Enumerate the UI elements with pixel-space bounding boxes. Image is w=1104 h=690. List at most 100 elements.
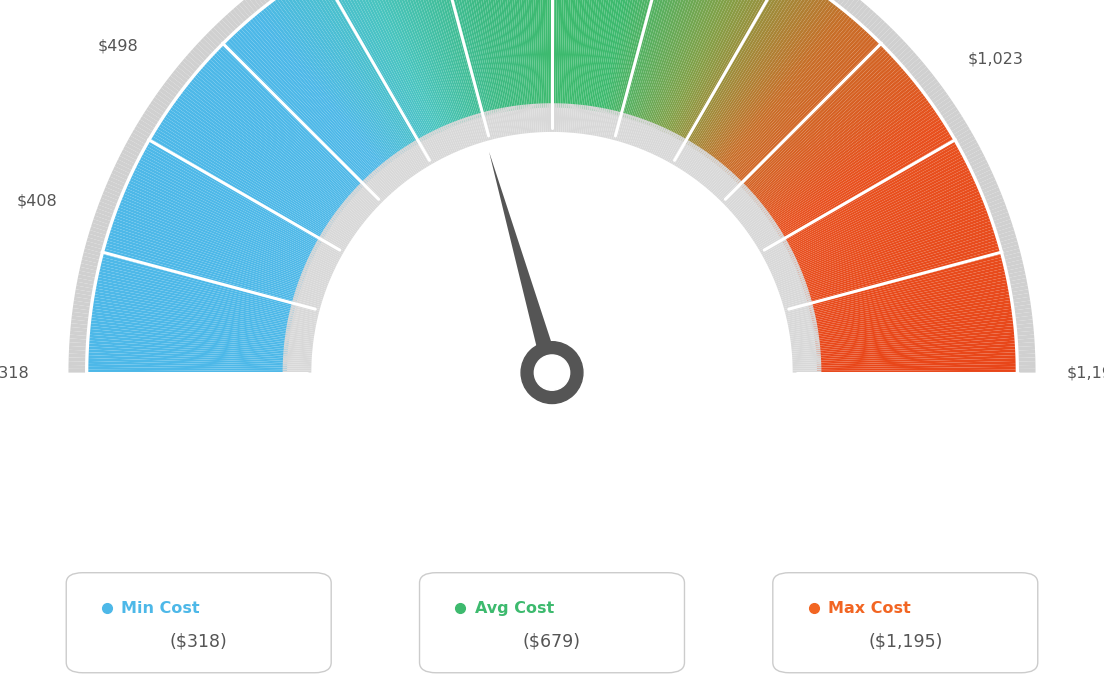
Polygon shape: [284, 349, 312, 354]
Polygon shape: [365, 177, 386, 199]
Polygon shape: [887, 35, 901, 50]
Polygon shape: [701, 0, 815, 155]
Polygon shape: [808, 252, 1000, 305]
Polygon shape: [792, 351, 820, 355]
Polygon shape: [689, 150, 707, 175]
Polygon shape: [224, 14, 238, 29]
Polygon shape: [782, 291, 809, 302]
Polygon shape: [708, 168, 729, 190]
Polygon shape: [318, 0, 420, 144]
Polygon shape: [457, 119, 469, 147]
Polygon shape: [378, 166, 397, 189]
Polygon shape: [243, 25, 376, 175]
Polygon shape: [814, 295, 1009, 330]
Polygon shape: [959, 136, 976, 147]
Polygon shape: [688, 0, 793, 146]
Polygon shape: [238, 2, 253, 17]
Polygon shape: [798, 199, 984, 275]
Polygon shape: [914, 67, 928, 80]
Polygon shape: [809, 263, 1004, 312]
Polygon shape: [731, 193, 754, 213]
Polygon shape: [781, 137, 953, 239]
Polygon shape: [816, 332, 1015, 351]
Polygon shape: [761, 239, 787, 255]
Polygon shape: [647, 125, 660, 152]
Polygon shape: [284, 347, 312, 352]
Polygon shape: [502, 108, 510, 136]
Polygon shape: [668, 0, 757, 135]
Polygon shape: [569, 0, 584, 108]
Polygon shape: [412, 141, 428, 167]
Polygon shape: [808, 257, 1001, 308]
Polygon shape: [534, 104, 538, 132]
Polygon shape: [70, 335, 86, 339]
Polygon shape: [352, 191, 374, 212]
Polygon shape: [71, 323, 87, 328]
Polygon shape: [1019, 365, 1036, 369]
Polygon shape: [597, 0, 634, 112]
Polygon shape: [692, 0, 800, 149]
Polygon shape: [99, 198, 117, 207]
Polygon shape: [567, 0, 581, 108]
Polygon shape: [750, 219, 775, 237]
Polygon shape: [283, 364, 311, 367]
Polygon shape: [135, 126, 150, 137]
Polygon shape: [96, 286, 291, 324]
Polygon shape: [434, 130, 448, 156]
Polygon shape: [347, 0, 436, 135]
Polygon shape: [636, 120, 648, 148]
Polygon shape: [120, 202, 306, 277]
Polygon shape: [93, 219, 109, 228]
Polygon shape: [93, 308, 289, 337]
Polygon shape: [226, 41, 367, 184]
Polygon shape: [1017, 323, 1033, 328]
Polygon shape: [815, 317, 1012, 343]
Polygon shape: [140, 157, 318, 251]
Polygon shape: [741, 47, 884, 188]
Polygon shape: [629, 117, 640, 146]
Polygon shape: [532, 104, 535, 132]
Polygon shape: [765, 98, 927, 217]
Polygon shape: [785, 152, 962, 248]
Polygon shape: [811, 275, 1006, 318]
Polygon shape: [775, 271, 803, 284]
Polygon shape: [664, 134, 679, 161]
Polygon shape: [930, 88, 945, 101]
Polygon shape: [529, 0, 540, 108]
Polygon shape: [745, 213, 769, 231]
Polygon shape: [236, 30, 373, 178]
Polygon shape: [782, 141, 955, 242]
Polygon shape: [213, 25, 227, 39]
Polygon shape: [783, 144, 957, 244]
Polygon shape: [81, 259, 98, 267]
Polygon shape: [737, 201, 761, 220]
Polygon shape: [671, 0, 763, 137]
Polygon shape: [789, 326, 818, 333]
Polygon shape: [72, 315, 88, 322]
Polygon shape: [443, 0, 491, 115]
Polygon shape: [375, 0, 453, 128]
Polygon shape: [71, 319, 88, 325]
Polygon shape: [88, 358, 287, 366]
Polygon shape: [523, 0, 537, 108]
Polygon shape: [815, 320, 1013, 344]
Polygon shape: [254, 15, 383, 170]
Polygon shape: [672, 139, 689, 165]
Polygon shape: [767, 102, 931, 219]
Polygon shape: [633, 0, 696, 121]
Polygon shape: [176, 100, 338, 218]
Polygon shape: [216, 22, 231, 37]
Polygon shape: [534, 0, 543, 108]
Polygon shape: [284, 341, 314, 346]
Polygon shape: [182, 90, 341, 213]
Polygon shape: [395, 0, 464, 124]
Polygon shape: [635, 119, 647, 147]
Polygon shape: [150, 100, 167, 112]
Polygon shape: [786, 310, 815, 318]
Polygon shape: [227, 12, 241, 26]
Polygon shape: [152, 97, 168, 110]
Polygon shape: [763, 93, 924, 214]
Polygon shape: [793, 364, 821, 367]
Polygon shape: [810, 268, 1005, 315]
Polygon shape: [753, 70, 905, 201]
